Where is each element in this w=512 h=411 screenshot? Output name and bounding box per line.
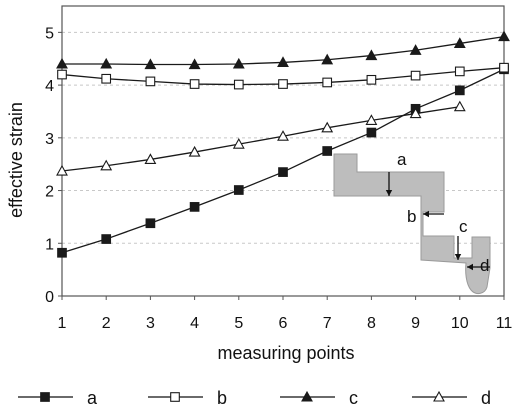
legend-marker-a [40,392,50,402]
data-point-c [144,58,157,70]
legend-label-a: a [87,388,98,408]
series-lines [61,35,505,254]
data-point-c [409,44,422,55]
data-point-b [366,74,377,85]
inset-label-d: d [480,256,489,275]
data-point-a [189,202,200,212]
data-point-d [232,138,245,149]
data-point-d [56,164,68,176]
legend-marker-b [170,392,180,402]
x-tick-label: 6 [279,315,288,332]
x-tick-label: 11 [496,315,512,332]
data-point-d [409,107,422,119]
data-point-b [454,66,465,77]
y-tick-label: 4 [45,78,54,95]
legend-label-c: c [349,388,358,408]
x-tick-label: 2 [102,315,111,332]
data-point-b [189,79,200,89]
x-tick-label: 10 [451,315,469,332]
data-point-a [145,218,156,229]
x-tick-label: 7 [323,315,332,332]
data-point-a [101,234,112,244]
inset-arrow-c-head [454,254,462,260]
inset-label-a: a [397,150,407,169]
inset-arrow-a-head [385,190,393,196]
legend-label-b: b [217,388,227,408]
inset-arrow-d-head [467,263,473,271]
x-tick-label: 5 [234,315,243,332]
data-point-a [233,185,244,195]
data-point-d [277,130,289,141]
y-tick-label: 2 [45,184,54,201]
axis-labels: measuring points effective strain [6,102,355,363]
y-tick-label: 0 [45,289,54,306]
legend: a b c d [18,388,491,408]
data-point-b [410,70,421,81]
data-point-b [145,76,156,87]
data-point-a [57,247,67,258]
inset-arrow-b-head [423,210,429,218]
data-point-b [57,69,67,80]
inset-label-c: c [459,217,468,236]
y-axis-label: effective strain [6,102,26,218]
y-tick-label: 1 [45,236,54,253]
data-point-b [322,77,333,88]
data-point-c [232,57,245,69]
data-point-c [277,56,289,67]
data-point-b [499,62,509,73]
y-tick-label: 3 [45,131,54,148]
data-point-c [498,30,510,42]
x-tick-label: 4 [190,315,199,332]
data-point-a [278,167,288,177]
legend-marker-c [301,390,313,402]
x-tick-label: 8 [367,315,376,332]
data-point-d [144,153,157,164]
x-tick-label: 3 [146,315,155,332]
data-point-d [100,159,113,171]
legend-label-d: d [481,388,491,408]
data-point-d [453,100,466,112]
data-point-d [321,121,334,133]
inset-diagram: a b c d [333,150,491,295]
data-point-b [233,79,244,90]
series-line-d [61,106,460,172]
data-point-c [56,57,68,69]
inset-label-b: b [407,207,416,226]
y-tick-label: 5 [45,25,54,42]
data-point-c [188,58,201,70]
data-point-b [101,73,112,84]
data-point-c [365,49,378,61]
inset-shape [333,153,491,295]
data-point-a [454,85,465,96]
data-point-b [278,79,288,89]
data-point-a [366,127,377,138]
data-point-c [453,37,466,48]
data-point-d [188,145,201,157]
data-point-c [321,53,334,65]
series-markers [56,30,510,258]
x-tick-label: 1 [58,315,67,332]
data-point-c [100,57,113,69]
x-axis-label: measuring points [217,343,354,363]
series-line-a [61,68,505,254]
legend-marker-d [433,390,445,402]
x-tick-label: 9 [411,315,420,332]
data-point-a [322,146,333,156]
data-point-d [365,114,378,125]
